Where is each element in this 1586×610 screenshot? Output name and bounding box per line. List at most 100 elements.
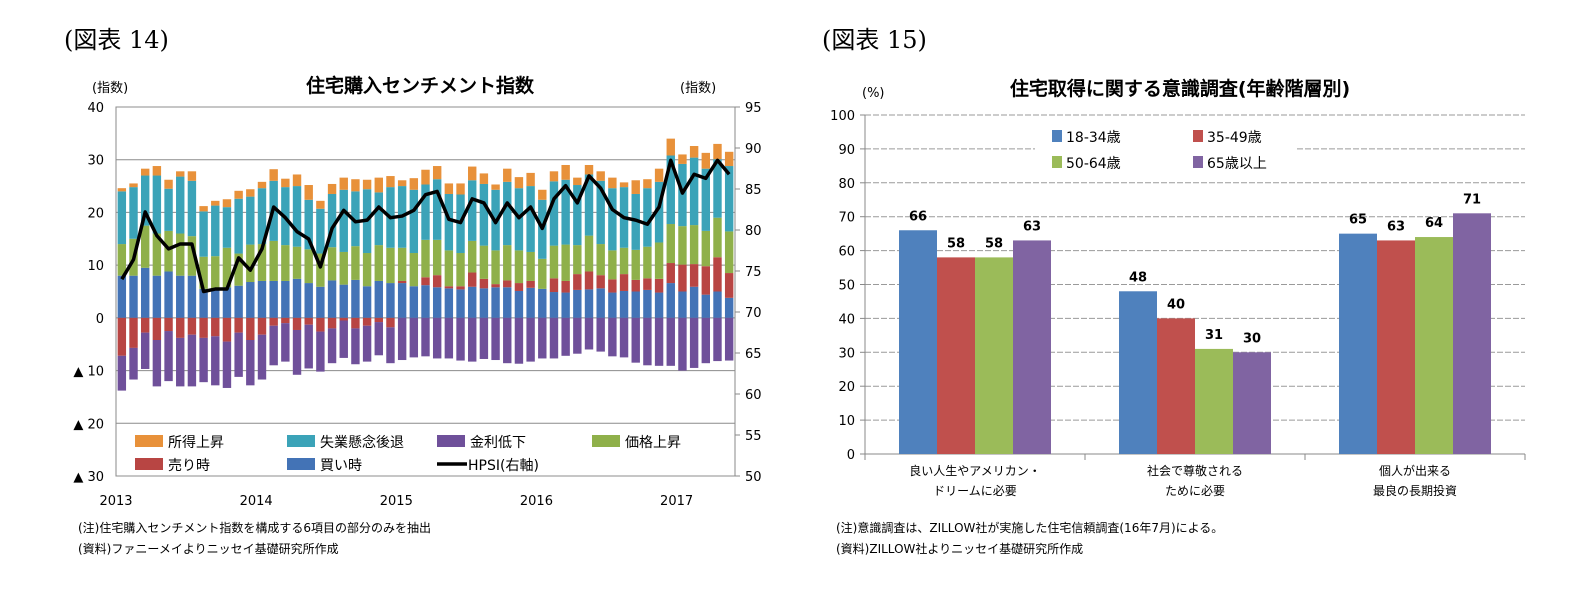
bar-income <box>187 171 197 181</box>
fig14-chart: 40 30 20 10 0 ▲ 10 ▲ 20 ▲ 30 95 90 85 80 75 70 65 60 55 5… <box>73 101 761 509</box>
y-tick-label: 40 <box>838 312 855 327</box>
bar-rate <box>444 317 454 359</box>
bar-unemp <box>503 181 512 246</box>
bar-rate <box>397 317 407 361</box>
bar-sell <box>140 317 150 333</box>
bar-buy <box>164 271 173 318</box>
bar-income <box>503 168 512 182</box>
category-label: 良い人生やアメリカン・ <box>909 463 1040 478</box>
bar-buy <box>432 287 442 318</box>
bar-buy <box>421 285 430 318</box>
bar-sell <box>397 280 407 284</box>
bar-sell <box>339 317 348 321</box>
category-label: ドリームに必要 <box>933 484 1017 498</box>
bar-buy <box>269 280 278 318</box>
bar-price <box>456 253 465 287</box>
bar-unemp <box>339 189 348 252</box>
bar-buy <box>246 282 255 318</box>
bar-income <box>526 172 535 187</box>
bar-income <box>117 188 127 192</box>
bar-sell <box>526 280 535 288</box>
bar-buy <box>374 280 383 318</box>
fig14-source: (資料)ファニーメイよりニッセイ基礎研究所作成 <box>78 541 339 556</box>
bar-price <box>187 236 197 276</box>
bar-income <box>643 179 652 189</box>
bar-rate <box>362 325 372 362</box>
bar-unemp <box>327 193 337 248</box>
fig14-note: (注)住宅購入センチメント指数を構成する6項目の部分のみを抽出 <box>78 520 431 535</box>
bar-rate <box>374 322 383 356</box>
bar-unemp <box>409 189 419 254</box>
y-tick-label: ▲ 10 <box>73 365 104 380</box>
data-label: 63 <box>1387 219 1405 234</box>
bar-sell <box>514 283 524 291</box>
legend-swatch-sell <box>135 458 163 470</box>
bar-price <box>281 245 290 281</box>
bar-unemp <box>596 180 605 245</box>
y-tick-label: 60 <box>838 245 855 260</box>
bar-rate <box>701 317 711 364</box>
bar-price <box>140 225 150 268</box>
category-label: 社会で尊敬される <box>1147 463 1243 478</box>
bar-unemp <box>724 166 734 232</box>
legend-label-rate: 金利低下 <box>470 435 526 451</box>
bar-income <box>619 182 629 188</box>
bar-income <box>654 168 664 182</box>
bar-buy <box>468 286 477 318</box>
bar-sell <box>327 317 337 329</box>
bar-sell <box>351 317 360 329</box>
bar-buy <box>724 297 734 318</box>
bar-sell <box>608 279 617 293</box>
bar-income <box>456 183 465 195</box>
bar-rate <box>327 328 337 364</box>
x-tick-label: 2013 <box>99 494 132 509</box>
bar-rate <box>724 317 734 361</box>
bar-unemp <box>689 157 699 226</box>
bar-price <box>316 253 325 287</box>
bar-income <box>304 185 313 200</box>
y-tick-label: ▲ 20 <box>73 417 104 432</box>
bar-rate <box>339 320 348 358</box>
bar-sell <box>176 317 185 338</box>
bar-price <box>491 250 500 285</box>
bar-unemp <box>421 184 430 240</box>
bar-sell <box>713 257 722 292</box>
bar-buy <box>222 287 232 318</box>
bar-unemp <box>129 187 138 239</box>
bar-unemp <box>234 198 243 254</box>
bar-buy <box>596 288 605 318</box>
bar-price <box>654 242 664 279</box>
bar-rate <box>666 317 675 366</box>
bar-price <box>269 240 278 281</box>
bar-unemp <box>292 186 302 247</box>
bar-rate <box>503 317 512 364</box>
bar-unemp <box>117 191 127 245</box>
fig15-header: (図表 15) <box>822 26 927 54</box>
legend-swatch <box>1052 130 1062 142</box>
bar-65歳以上 <box>1453 213 1491 454</box>
bar-buy <box>351 279 360 318</box>
bar-unemp <box>374 192 383 246</box>
bar-price <box>397 247 407 281</box>
bar-buy <box>199 288 208 318</box>
bar-rate <box>491 317 500 361</box>
bar-buy <box>713 291 722 318</box>
fig15-note: (注)意識調査は、ZILLOW社が実施した住宅信頼調査(16年7月)による。 <box>836 520 1223 535</box>
bar-rate <box>281 323 290 362</box>
bar-unemp <box>351 191 360 247</box>
bar-65歳以上 <box>1233 352 1271 454</box>
fig15-source: (資料)ZILLOW社よりニッセイ基礎研究所作成 <box>836 541 1083 556</box>
bar-income <box>421 169 430 185</box>
bar-buy <box>538 288 547 318</box>
data-label: 58 <box>947 236 965 251</box>
bar-buy <box>316 286 325 318</box>
bar-buy <box>491 287 500 318</box>
bar-income <box>479 173 489 184</box>
bar-price <box>631 249 640 280</box>
bar-buy <box>397 283 407 318</box>
bar-price <box>584 235 594 272</box>
bar-rate <box>269 325 278 366</box>
legend-label-sell: 売り時 <box>168 458 210 474</box>
bar-income <box>596 171 605 181</box>
bar-sell <box>503 280 512 288</box>
